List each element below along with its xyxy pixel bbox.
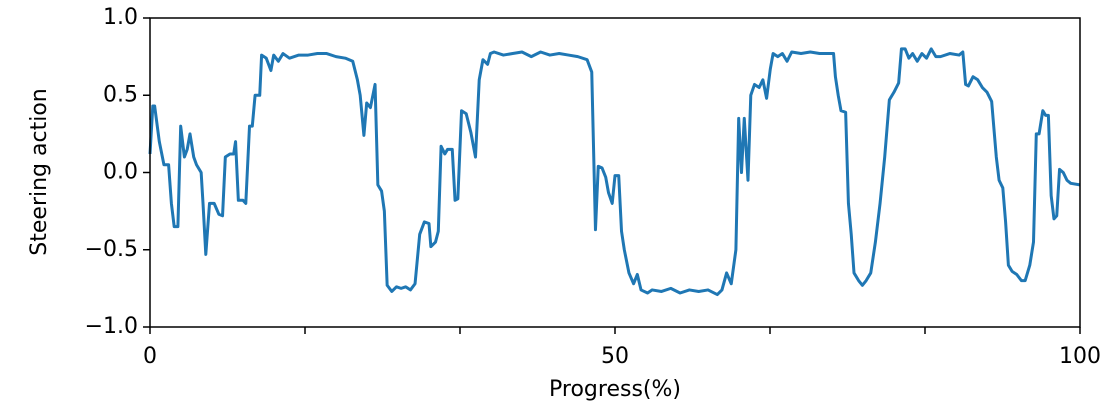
y-tick-label: −1.0 [85,314,138,339]
y-tick-label: 1.0 [103,5,138,30]
y-tick-label: 0.0 [103,160,138,185]
x-tick-label: 100 [1059,344,1101,369]
y-tick-label: 0.5 [103,82,138,107]
y-tick-label: −0.5 [85,237,138,262]
y-axis-label: Steering action [27,88,52,255]
x-tick-label: 50 [601,344,629,369]
plot-frame [149,17,1081,328]
data-line [148,47,1081,297]
x-axis-label: Progress(%) [549,377,681,402]
x-tick-label: 0 [143,344,157,369]
